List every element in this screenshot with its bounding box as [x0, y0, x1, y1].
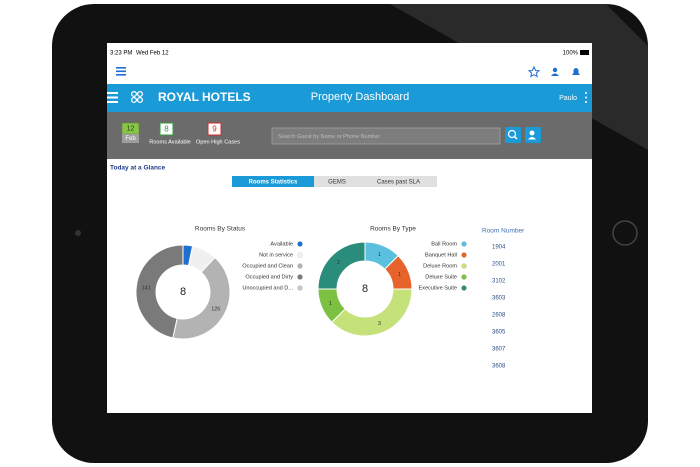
rooms-available-label: Rooms Available [149, 139, 191, 145]
add-guest-icon-body [528, 137, 536, 140]
status-date: Wed Feb 12 [136, 51, 169, 57]
date-day: 12 [127, 125, 135, 132]
room-list-title: Room Number [482, 228, 525, 235]
search-icon [507, 129, 517, 139]
legend-label: Occupied and Clean [242, 263, 293, 269]
legend-dot [297, 252, 303, 258]
segment-label: 1 [329, 301, 332, 307]
room-number[interactable]: 3603 [492, 296, 506, 302]
header-bar [107, 84, 592, 112]
legend-label: Unoccupied and D... [242, 285, 293, 291]
brand-name: ROYAL HOTELS [158, 90, 251, 104]
room-number[interactable]: 3605 [492, 330, 506, 336]
status-time: 3:23 PM [110, 51, 132, 57]
user-name[interactable]: Paulo [559, 95, 577, 102]
donut-segment [135, 244, 184, 339]
search-icon-handle [513, 135, 518, 140]
tab-label: Cases past SLA [377, 179, 420, 185]
open-cases-label: Open High Cases [196, 139, 240, 145]
segment-label: 1 [398, 272, 401, 278]
legend-dot [461, 241, 467, 247]
segment-label: 1 [378, 252, 381, 258]
room-number[interactable]: 3607 [492, 347, 506, 353]
donut-center-label: 8 [362, 283, 368, 295]
donut-segment [317, 241, 366, 290]
search-placeholder: Search Guest by Name or Phone Number [278, 134, 380, 140]
room-number[interactable]: 3608 [492, 364, 506, 370]
legend-label: Banquet Hall [425, 252, 457, 258]
legend-dot [461, 274, 467, 280]
available-badge[interactable] [159, 122, 174, 136]
legend-label: Deluxe Room [423, 263, 457, 269]
header-menu-icon[interactable] [107, 92, 118, 103]
room-number[interactable]: 1904 [492, 245, 506, 251]
room-number[interactable]: 2001 [492, 262, 506, 268]
user-icon-body [551, 73, 559, 76]
user-icon[interactable] [552, 67, 558, 73]
legend-dot [297, 241, 303, 247]
segment-label: 141 [142, 285, 151, 291]
tab[interactable] [314, 176, 360, 187]
date-month: Feb [125, 136, 136, 142]
legend-dot [297, 285, 303, 291]
home-button[interactable] [612, 220, 638, 246]
brand-logo [130, 90, 144, 104]
section-title: Today at a Glance [110, 165, 166, 172]
status-battery: 100% [563, 51, 579, 57]
search-button[interactable] [505, 127, 521, 143]
legend-label: Not in service [259, 252, 293, 258]
legend-dot [461, 285, 467, 291]
bell-icon[interactable] [572, 68, 580, 75]
date-month-box [122, 134, 139, 143]
room-number[interactable]: 2608 [492, 313, 506, 319]
legend-label: Available [270, 241, 293, 247]
search-box[interactable] [271, 127, 501, 145]
legend-label: Executive Suite [418, 285, 457, 291]
battery-icon [580, 50, 589, 55]
donut-segment [331, 288, 413, 337]
tab-label: GEMS [328, 179, 346, 185]
legend-dot [461, 263, 467, 269]
more-icon[interactable] [585, 92, 587, 103]
legend-label: Deluxe Suite [425, 274, 457, 280]
chart-title: Rooms By Status [195, 226, 246, 233]
camera [75, 230, 81, 236]
donut-center-label: 8 [180, 286, 186, 298]
segment-label: 3 [378, 321, 381, 327]
menu-icon[interactable] [116, 67, 126, 76]
segment-label: 2 [337, 260, 340, 266]
tab[interactable] [360, 176, 437, 187]
cases-badge[interactable] [207, 122, 222, 136]
room-number[interactable]: 3102 [492, 279, 506, 285]
page-title: Property Dashboard [311, 91, 409, 103]
rooms-available-count: 8 [164, 124, 169, 133]
tab[interactable] [232, 176, 314, 187]
open-cases-count: 9 [212, 124, 217, 133]
add-guest-icon [529, 130, 535, 136]
tab-label: Rooms Statistics [249, 179, 298, 185]
segment-label: 126 [211, 307, 220, 313]
legend-dot [297, 263, 303, 269]
legend-dot [297, 274, 303, 280]
legend-label: Ball Room [431, 241, 457, 247]
donut-segment [172, 256, 231, 340]
legend-label: Occupied and Dirty [245, 274, 293, 280]
star-icon[interactable] [527, 65, 541, 78]
legend-dot [461, 252, 467, 258]
chart-title: Rooms By Type [370, 226, 416, 233]
